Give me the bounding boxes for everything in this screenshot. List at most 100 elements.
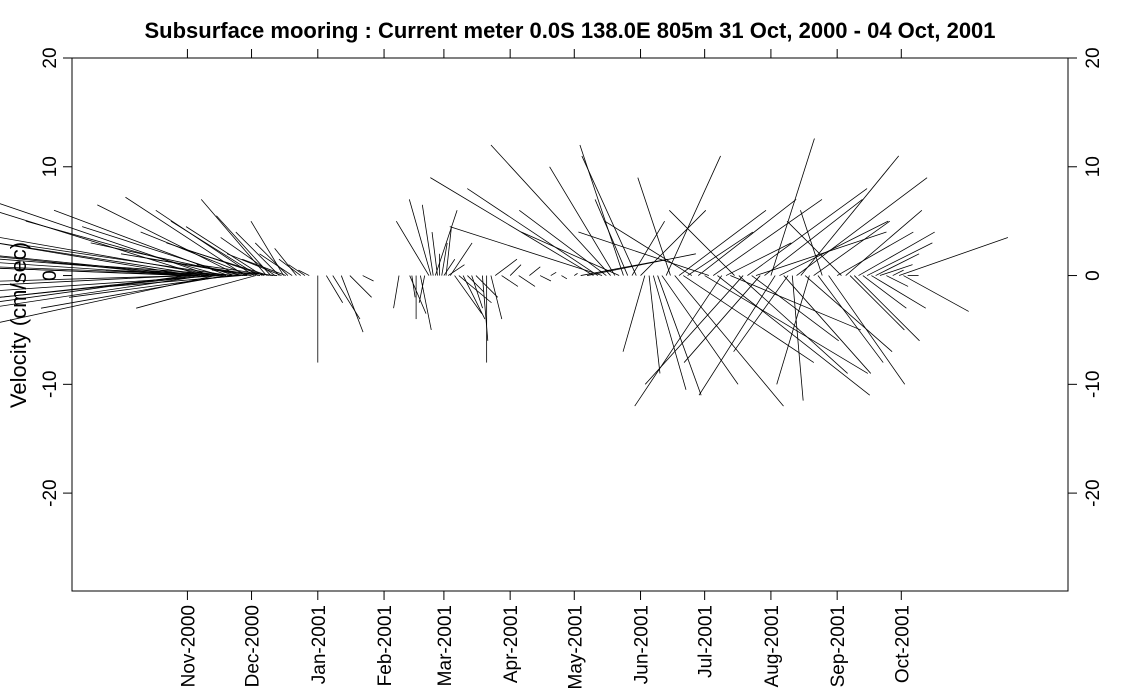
velocity-stick <box>604 220 693 276</box>
stick-vector-series <box>0 138 1009 407</box>
velocity-stick <box>0 266 224 276</box>
velocity-stick <box>441 242 448 276</box>
velocity-stick <box>250 220 284 276</box>
velocity-stick <box>892 269 904 276</box>
velocity-stick <box>23 244 231 276</box>
velocity-stick <box>634 275 723 407</box>
velocity-stick <box>494 258 518 276</box>
velocity-stick <box>866 242 933 276</box>
x-tick-label: Jun-2001 <box>632 605 653 684</box>
velocity-stick <box>449 226 603 276</box>
velocity-stick <box>140 231 250 276</box>
velocity-stick <box>776 275 810 385</box>
velocity-stick <box>0 275 194 282</box>
velocity-stick <box>786 220 842 276</box>
velocity-stick <box>411 275 416 298</box>
y-tick-label-left: 10 <box>40 156 61 177</box>
velocity-stick <box>242 258 286 276</box>
velocity-stick <box>518 275 536 287</box>
velocity-stick <box>326 275 344 303</box>
velocity-stick <box>471 275 483 309</box>
velocity-stick <box>349 275 372 298</box>
x-axis: Nov-2000 Dec-2000 Jan-2001 Feb-2001 Mar-2001… <box>178 49 913 690</box>
velocity-stick <box>549 166 616 276</box>
velocity-stick <box>278 258 301 276</box>
y-axis-label: Velocity (cm/sec) <box>6 242 31 408</box>
velocity-stick <box>817 275 884 363</box>
velocity-stick <box>259 253 293 276</box>
velocity-stick <box>813 220 891 276</box>
velocity-stick <box>704 275 869 374</box>
velocity-stick <box>779 220 889 276</box>
velocity-stick <box>235 231 280 276</box>
velocity-stick <box>25 220 222 276</box>
velocity-stick <box>509 264 522 276</box>
velocity-stick <box>501 275 519 287</box>
y-tick-label-left: 20 <box>40 47 61 68</box>
velocity-stick <box>622 275 646 352</box>
velocity-stick <box>800 210 823 276</box>
velocity-stick <box>490 275 503 320</box>
velocity-stick <box>82 226 235 276</box>
velocity-stick <box>0 275 205 307</box>
velocity-stick <box>661 275 739 385</box>
velocity-stick <box>467 188 599 276</box>
velocity-stick <box>665 155 721 276</box>
velocity-stick <box>0 256 186 276</box>
x-tick-label: Oct-2001 <box>892 605 913 683</box>
velocity-stick <box>733 275 789 352</box>
y-tick-label-right: -10 <box>1083 371 1104 398</box>
velocity-stick <box>110 275 241 287</box>
x-tick-label: Nov-2000 <box>178 605 199 687</box>
velocity-stick <box>886 275 909 287</box>
velocity-stick <box>738 275 848 374</box>
velocity-stick <box>254 242 289 276</box>
velocity-stick <box>804 275 893 352</box>
velocity-stick <box>97 204 239 276</box>
velocity-stick <box>640 210 707 276</box>
velocity-stick <box>683 275 761 363</box>
velocity-stick <box>447 264 465 276</box>
plot-frame <box>71 57 1069 592</box>
velocity-stick <box>755 231 887 276</box>
velocity-stick <box>0 243 207 276</box>
velocity-stick <box>828 275 906 385</box>
velocity-stick <box>443 259 456 276</box>
velocity-stick <box>858 231 935 276</box>
velocity-stick <box>770 138 815 276</box>
x-tick-label: Aug-2001 <box>762 605 783 687</box>
velocity-stick <box>408 199 432 276</box>
velocity-stick <box>698 275 776 396</box>
velocity-stick <box>800 155 900 276</box>
velocity-stick <box>747 188 868 276</box>
velocity-stick <box>362 275 374 282</box>
velocity-stick <box>712 199 823 276</box>
velocity-stick <box>467 275 485 293</box>
velocity-stick <box>521 231 620 276</box>
velocity-stick <box>657 275 702 396</box>
velocity-stick <box>0 258 214 276</box>
x-tick-label: May-2001 <box>565 605 586 690</box>
velocity-stick <box>185 226 263 276</box>
velocity-stick <box>796 177 928 276</box>
velocity-stick <box>674 275 784 407</box>
velocity-stick <box>836 231 914 276</box>
velocity-stick <box>40 275 226 309</box>
x-tick-label: Feb-2001 <box>375 605 396 686</box>
velocity-stick <box>136 275 256 309</box>
velocity-stick <box>0 237 218 276</box>
velocity-stick <box>879 264 913 276</box>
velocity-stick <box>421 204 434 276</box>
velocity-stick <box>783 275 872 374</box>
velocity-stick <box>340 275 364 333</box>
velocity-stick <box>445 226 452 276</box>
velocity-stick <box>845 209 923 276</box>
velocity-stick <box>226 253 282 276</box>
x-tick-label: Apr-2001 <box>501 605 522 683</box>
velocity-stick <box>687 231 754 276</box>
velocity-stick <box>181 247 269 276</box>
velocity-stick <box>725 242 792 276</box>
velocity-stick <box>393 275 400 309</box>
y-tick-label-left: -10 <box>40 371 61 398</box>
